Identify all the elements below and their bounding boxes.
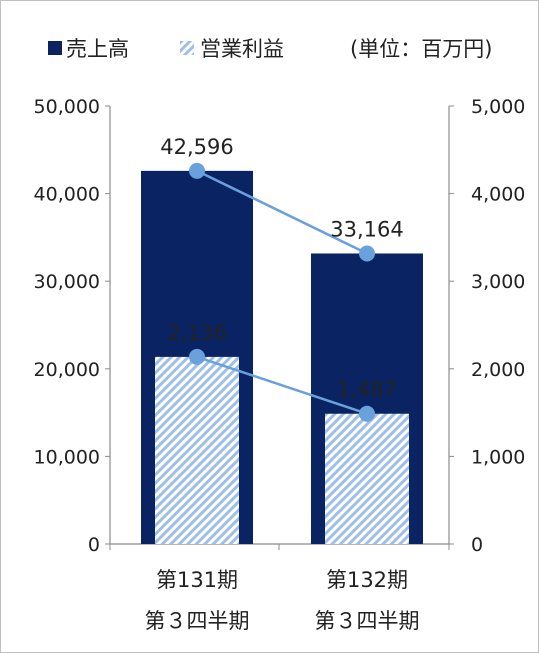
right-axis-tick-label: 4,000 [471, 184, 525, 206]
unit-note: (単位：百万円) [350, 37, 492, 61]
bar-operating-profit [325, 413, 409, 544]
left-axis-tick-label: 0 [88, 534, 100, 556]
category-sublabel: 第３四半期 [315, 609, 420, 633]
left-axis-tick-label: 50,000 [34, 96, 100, 118]
left-axis-ticks: 0 10,000 20,000 30,000 40,000 50,000 [34, 96, 110, 556]
right-axis-ticks: 0 1,000 2,000 3,000 4,000 5,000 [449, 96, 525, 556]
legend-label-operating-profit: 営業利益 [200, 37, 284, 61]
sales-value-label: 33,164 [330, 217, 403, 241]
operating-profit-point [359, 405, 375, 422]
left-axis-tick-label: 40,000 [34, 184, 100, 206]
right-axis-tick-label: 0 [471, 534, 483, 556]
category-label: 第131期 [156, 568, 238, 592]
right-axis-tick-label: 1,000 [471, 446, 525, 468]
right-axis-tick-label: 5,000 [471, 96, 525, 118]
operating-profit-trend-line [196, 355, 368, 415]
category-label: 第132期 [326, 568, 408, 592]
right-axis-tick-label: 3,000 [471, 271, 525, 293]
left-axis-tick-label: 20,000 [34, 359, 100, 381]
category-sublabel: 第３四半期 [145, 609, 250, 633]
sales-point [189, 162, 205, 179]
operating-profit-point [189, 348, 205, 365]
legend-swatch-sales [48, 41, 62, 55]
right-axis-tick-label: 2,000 [471, 359, 525, 381]
bars [141, 170, 423, 545]
left-axis-tick-label: 10,000 [34, 446, 100, 468]
legend-label-sales: 売上高 [66, 37, 129, 61]
operating-profit-value-label: 2,136 [167, 321, 227, 345]
sales-trend-line [196, 169, 368, 255]
legend-swatch-operating-profit [180, 41, 194, 55]
sales-value-label: 42,596 [160, 135, 233, 159]
legend: 売上高 営業利益 (単位：百万円) [48, 37, 492, 61]
operating-profit-value-label: 1,487 [337, 378, 397, 402]
series-lines [196, 169, 368, 415]
bar-operating-profit [155, 356, 239, 544]
data-labels: 42,596 33,164 2,136 1,487 [160, 135, 403, 402]
markers [189, 162, 375, 422]
sales-point [359, 245, 375, 262]
left-axis-tick-label: 30,000 [34, 271, 100, 293]
